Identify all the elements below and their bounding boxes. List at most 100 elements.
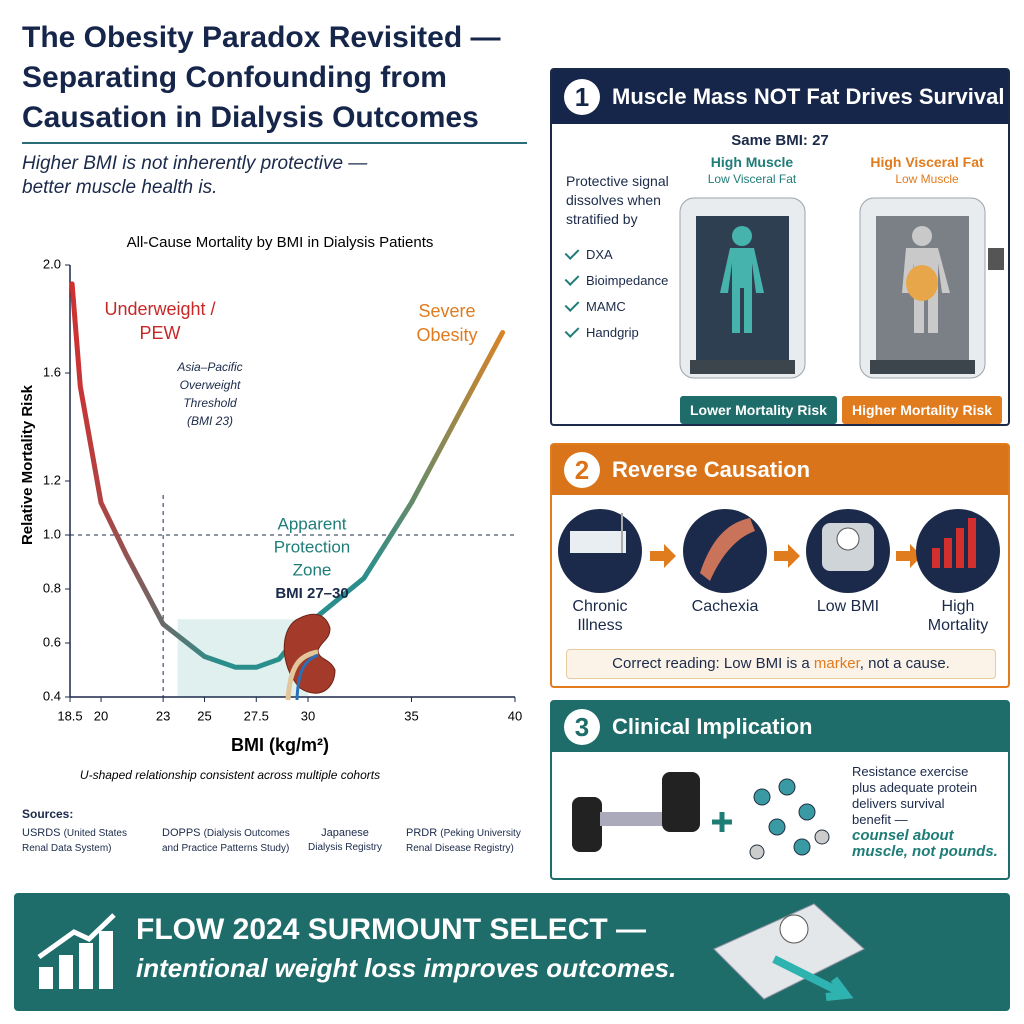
risk-badge: Lower Mortality Risk	[680, 396, 837, 424]
annotation: Obesity	[416, 325, 477, 345]
footer: FLOW 2024 SURMOUNT SELECT — intentional …	[14, 893, 1010, 1011]
scanner-title: High Visceral Fat	[870, 154, 984, 170]
annotation: Zone	[293, 560, 332, 579]
check-icon	[564, 271, 580, 286]
y-tick-label: 2.0	[43, 256, 61, 271]
source-name: Japanese	[321, 827, 369, 839]
panel-header: 3 Clinical Implication	[552, 702, 1008, 752]
panel-header: 2 Reverse Causation	[552, 445, 1008, 495]
risk-badge: Higher Mortality Risk	[842, 396, 1003, 424]
annotation: BMI 27–30	[275, 585, 348, 602]
sources-heading: Sources:	[22, 807, 74, 821]
panel-number: 1	[564, 79, 600, 115]
y-tick-label: 0.8	[43, 580, 61, 595]
footer-subtitle: intentional weight loss improves outcome…	[136, 953, 677, 983]
annotation: Threshold	[183, 396, 237, 410]
step-line: Illness	[577, 617, 623, 634]
annotation: Asia–Pacific	[176, 360, 242, 374]
panel-title: Muscle Mass NOT Fat Drives Survival	[612, 84, 1005, 109]
step: Cachexia	[675, 597, 775, 616]
panel-muscle: 1 Muscle Mass NOT Fat Drives Survival Sa…	[550, 68, 1010, 426]
y-tick-label: 1.0	[43, 526, 61, 541]
source-detail: Dialysis Registry	[308, 842, 382, 853]
step-line: Mortality	[927, 617, 989, 634]
step: Chronic Illness	[550, 597, 650, 635]
scanner-subtitle: Low Visceral Fat	[707, 172, 797, 186]
footer-title: FLOW 2024 SURMOUNT SELECT —	[136, 913, 647, 946]
step: High Mortality	[908, 597, 1008, 635]
exercise-protein-icons	[572, 772, 830, 860]
step-line: Cachexia	[691, 598, 759, 615]
method-text: MAMC	[586, 299, 626, 314]
method: Handgrip	[564, 320, 668, 346]
text-line: delivers survival	[852, 796, 945, 811]
note: Correct reading: Low BMI is a marker, no…	[566, 649, 996, 679]
x-tick-label: 30	[301, 708, 315, 723]
growth-icon	[37, 913, 116, 989]
x-tick-label: 40	[508, 708, 522, 723]
text-line: plus adequate protein	[852, 780, 978, 795]
subtitle-line: Higher BMI is not inherently protective …	[22, 153, 368, 174]
chart: All-Cause Mortality by BMI in Dialysis P…	[19, 234, 522, 782]
emphasis-line: counsel about	[852, 827, 954, 844]
source: USRDS (United States Renal Data System)	[22, 826, 142, 856]
panel-number: 2	[564, 452, 600, 488]
same-bmi: Same BMI: 27	[731, 132, 829, 149]
x-axis-label: BMI (kg/m²)	[231, 735, 329, 755]
source: Japanese Dialysis Registry	[305, 826, 385, 855]
x-tick-label: 35	[404, 708, 418, 723]
check-icon	[564, 323, 580, 338]
y-tick-label: 1.2	[43, 472, 61, 487]
step: Low BMI	[798, 597, 898, 616]
check-icon	[564, 245, 580, 260]
subtitle: Higher BMI is not inherently protective …	[22, 152, 367, 200]
text-line: Resistance exercise	[852, 764, 969, 779]
method-text: Handgrip	[586, 325, 639, 340]
title-line: The Obesity Paradox Revisited —	[22, 21, 501, 54]
y-tick-label: 0.4	[43, 688, 61, 703]
risk-curve	[69, 281, 506, 670]
intro: Protective signal dissolves when stratif…	[566, 172, 669, 229]
check-icon	[564, 297, 580, 312]
x-tick-label: 25	[197, 708, 211, 723]
chart-caption: U-shaped relationship consistent across …	[80, 768, 380, 782]
y-tick-label: 0.6	[43, 634, 61, 649]
kidney-icon	[283, 613, 336, 701]
step-line: High	[941, 598, 975, 615]
annotation: Severe	[418, 301, 475, 321]
x-tick-label: 18.5	[57, 708, 82, 723]
emphasis-line: muscle, not pounds.	[852, 843, 998, 860]
panel-number: 3	[564, 709, 600, 745]
method-text: DXA	[586, 247, 613, 262]
title: The Obesity Paradox Revisited — Separati…	[22, 18, 501, 138]
plot: 0.4 0.6 0.8 1.0 1.2 1.6 2.0 18.5 20 23 25 27.5 30 35 4…	[43, 256, 522, 723]
annotation: (BMI 23)	[187, 414, 233, 428]
x-tick-label: 27.5	[244, 708, 269, 723]
intro-line: stratified by	[566, 211, 638, 227]
annotation: Protection	[274, 537, 351, 556]
method: DXA	[564, 242, 668, 268]
x-tick-label: 23	[156, 708, 170, 723]
note-emphasis: marker	[813, 655, 860, 672]
source-name: USRDS	[22, 827, 61, 839]
scanner-illustration	[679, 197, 1004, 379]
panel-header: 1 Muscle Mass NOT Fat Drives Survival	[552, 70, 1008, 124]
title-line: Separating Confounding from	[22, 61, 447, 94]
annotation: Underweight /	[104, 299, 215, 319]
method: Bioimpedance	[564, 268, 668, 294]
chart-title: All-Cause Mortality by BMI in Dialysis P…	[127, 234, 434, 251]
method: MAMC	[564, 294, 668, 320]
intro-line: Protective signal	[566, 173, 669, 189]
methods: DXA Bioimpedance MAMC Handgrip	[564, 242, 668, 346]
note-text: Correct reading: Low BMI is a	[612, 655, 814, 672]
source-detail: (Peking University Renal Disease Registr…	[406, 828, 521, 854]
divider	[22, 142, 527, 144]
source: PRDR (Peking University Renal Disease Re…	[406, 826, 521, 856]
annotation: PEW	[139, 323, 180, 343]
scanner-title: High Muscle	[710, 154, 794, 170]
annotation: Apparent	[278, 514, 347, 533]
scale-icon	[713, 903, 865, 1001]
source-detail: (Dialysis Outcomes and Practice Patterns…	[162, 828, 290, 854]
note-text: , not a cause.	[859, 655, 950, 672]
